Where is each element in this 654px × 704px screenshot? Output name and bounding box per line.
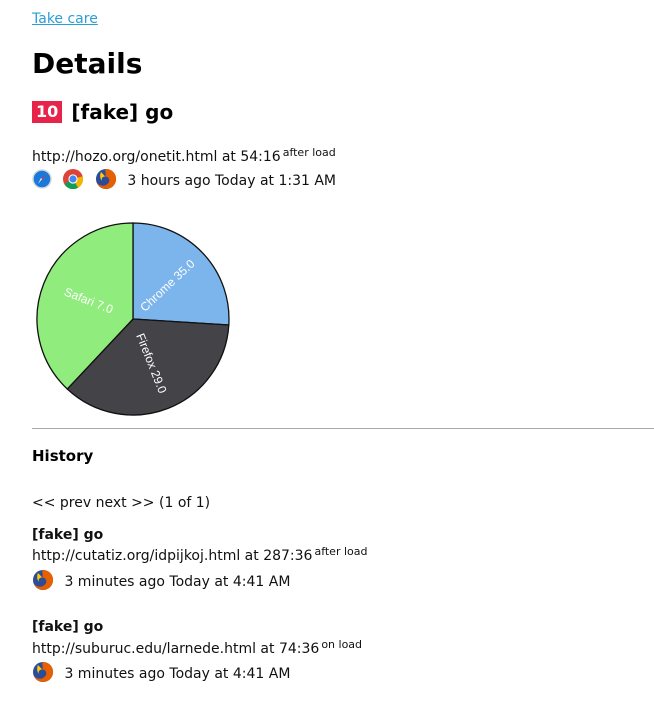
safari-icon bbox=[32, 169, 52, 193]
issue-url: http://hozo.org/onetit.html at 54:16 bbox=[32, 149, 281, 165]
page-title: Details bbox=[32, 47, 143, 80]
firefox-icon bbox=[32, 569, 54, 595]
pie-slice-1 bbox=[132, 222, 230, 326]
firefox-icon bbox=[95, 168, 117, 194]
history-entry-1-meta: 3 minutes ago Today at 4:41 AM bbox=[32, 569, 290, 595]
pager-count: (1 of 1) bbox=[159, 495, 211, 511]
take-care-link[interactable]: Take care bbox=[32, 11, 98, 27]
chrome-icon bbox=[62, 168, 84, 194]
history-entry-2-url: http://suburuc.edu/larnede.html at 74:36 bbox=[32, 641, 320, 657]
history-entry-1-timing: after load bbox=[314, 545, 368, 558]
firefox-icon bbox=[32, 661, 54, 687]
issue-name: [fake] go bbox=[71, 100, 174, 124]
prev-link[interactable]: << prev bbox=[32, 495, 92, 511]
history-entry-2-meta: 3 minutes ago Today at 4:41 AM bbox=[32, 661, 290, 687]
issue-url-line: http://hozo.org/onetit.html at 54:16 afte… bbox=[32, 146, 336, 165]
history-entry-2-name: [fake] go bbox=[32, 619, 104, 635]
history-entry-1-url-line: http://cutatiz.org/idpijkoj.html at 287:… bbox=[32, 545, 367, 564]
history-entry-2-timing: on load bbox=[321, 638, 363, 651]
pie-slice-3 bbox=[36, 222, 134, 390]
history-entry-2-url-line: http://suburuc.edu/larnede.html at 74:36… bbox=[32, 638, 362, 657]
count-badge: 10 bbox=[32, 101, 63, 123]
divider bbox=[32, 428, 654, 429]
history-entry-1-url: http://cutatiz.org/idpijkoj.html at 287:… bbox=[32, 548, 313, 564]
history-entry-1-name: [fake] go bbox=[32, 527, 104, 543]
next-link[interactable]: next >> bbox=[95, 495, 155, 511]
pie-slice-2 bbox=[66, 318, 230, 416]
history-heading: History bbox=[32, 447, 94, 465]
issue-timing: after load bbox=[282, 146, 336, 159]
pager: << prev next >> (1 of 1) bbox=[32, 495, 210, 511]
history-entry-2-time: 3 minutes ago Today at 4:41 AM bbox=[64, 666, 291, 682]
issue-meta: 3 hours ago Today at 1:31 AM bbox=[32, 168, 336, 190]
issue-heading: 10 [fake] go bbox=[32, 100, 173, 124]
history-entry-1-time: 3 minutes ago Today at 4:41 AM bbox=[64, 574, 291, 590]
issue-time: 3 hours ago Today at 1:31 AM bbox=[127, 173, 337, 189]
